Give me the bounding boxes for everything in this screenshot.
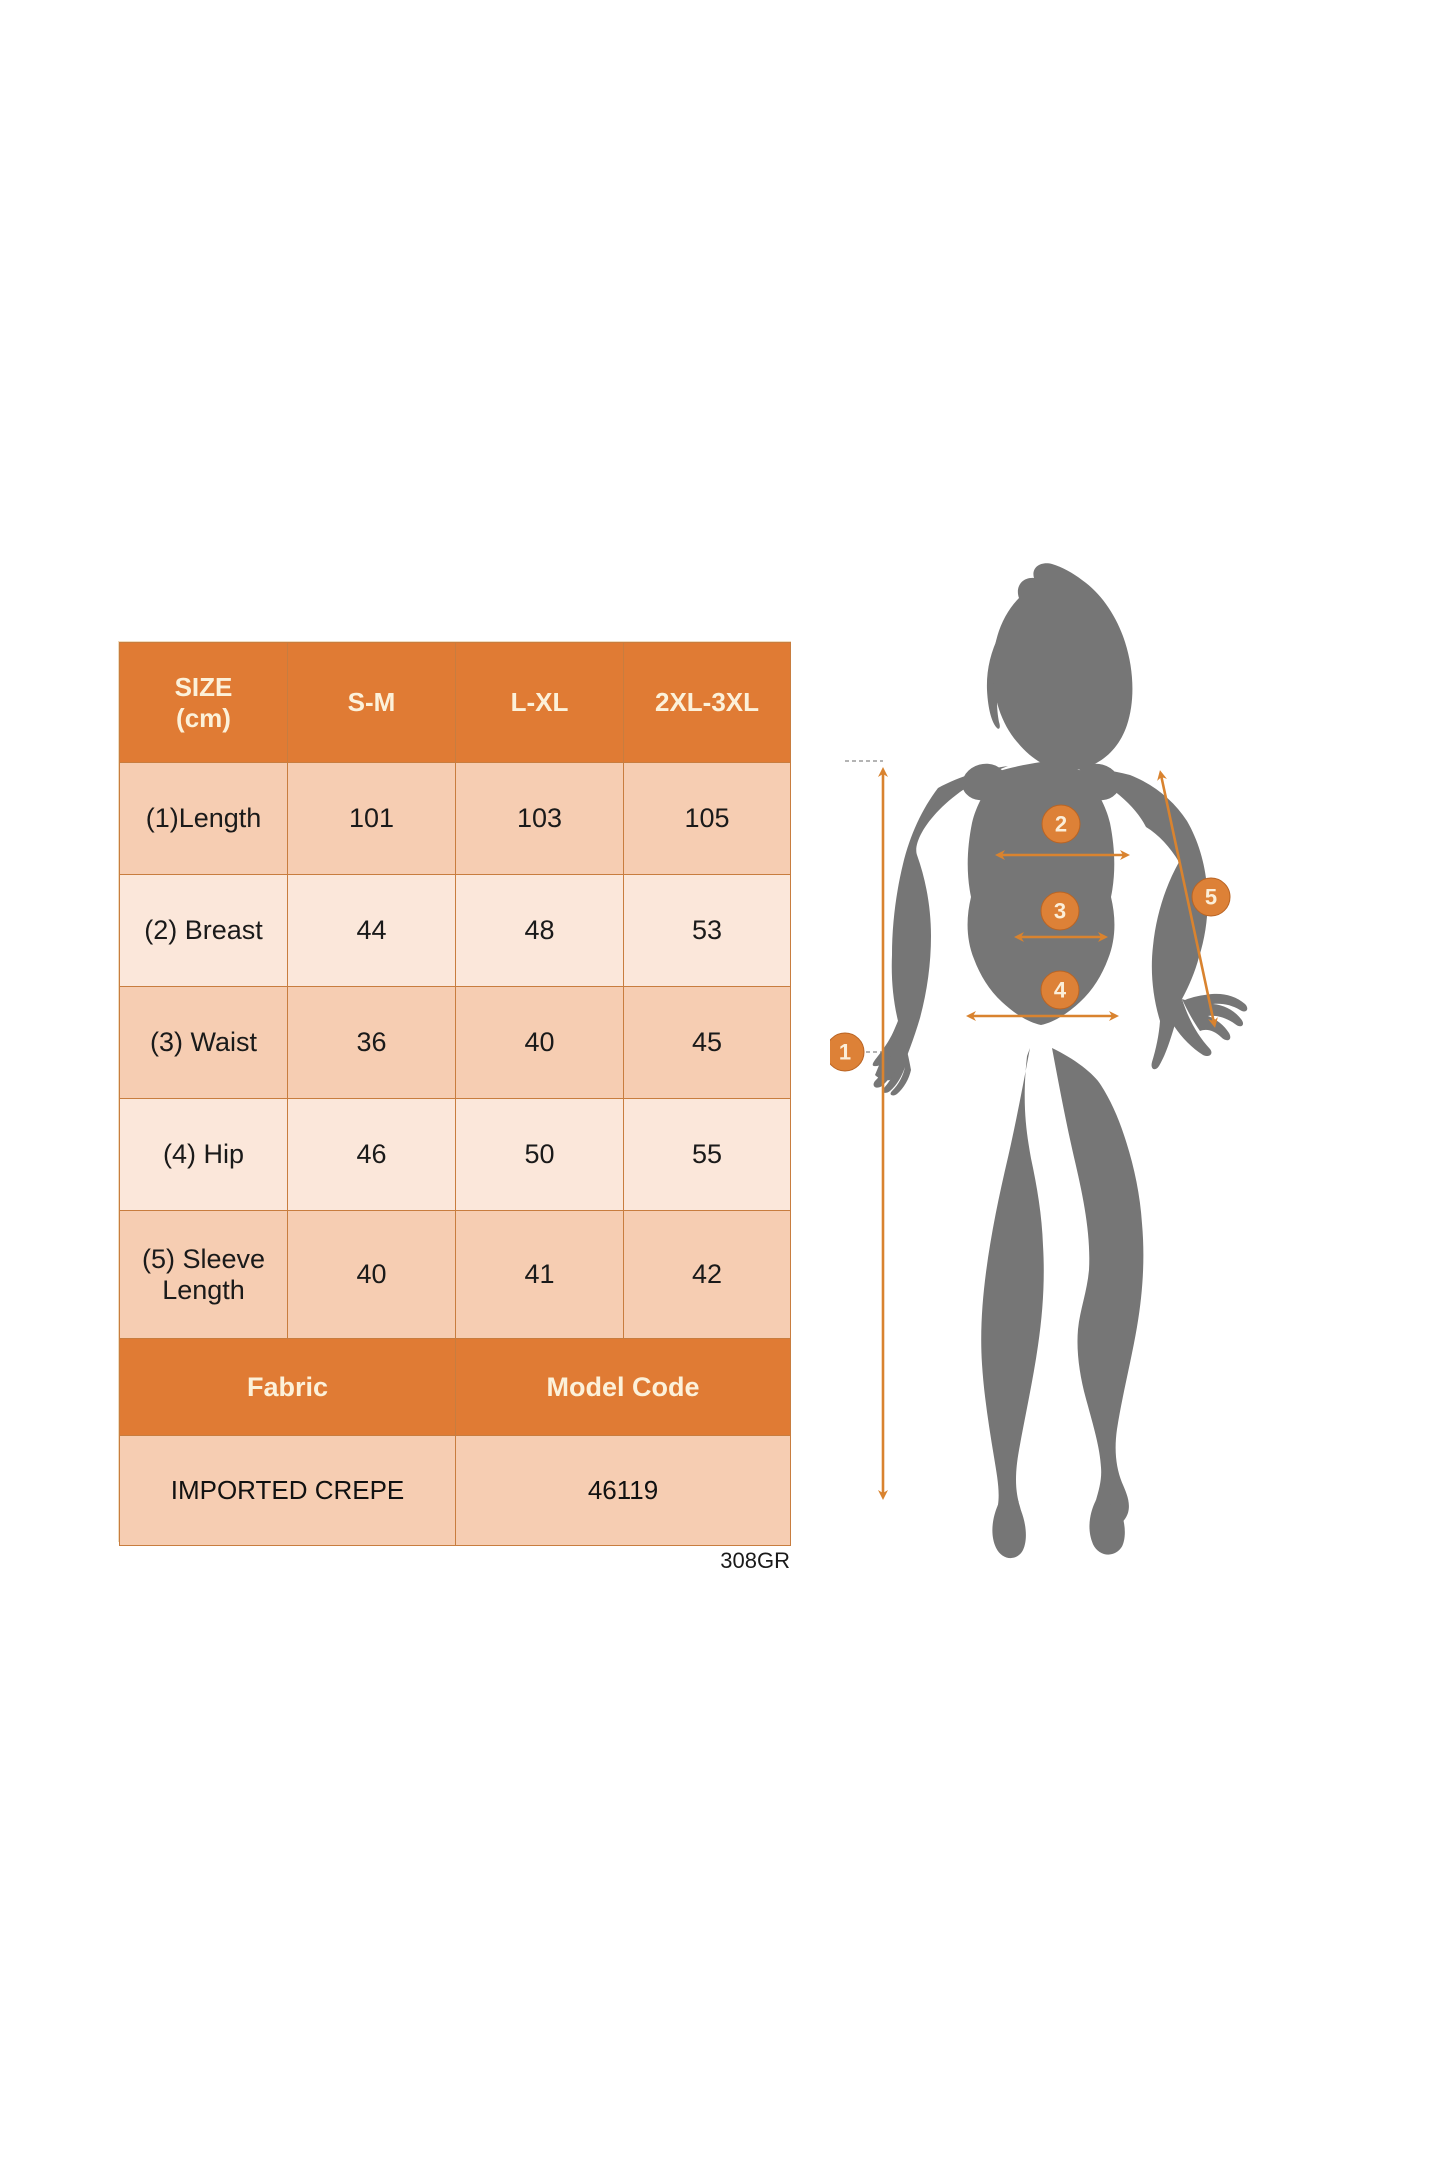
- svg-text:2: 2: [1055, 812, 1067, 837]
- svg-text:3: 3: [1054, 899, 1066, 924]
- svg-text:1: 1: [839, 1040, 851, 1065]
- svg-text:4: 4: [1054, 978, 1067, 1003]
- svg-text:5: 5: [1205, 885, 1217, 910]
